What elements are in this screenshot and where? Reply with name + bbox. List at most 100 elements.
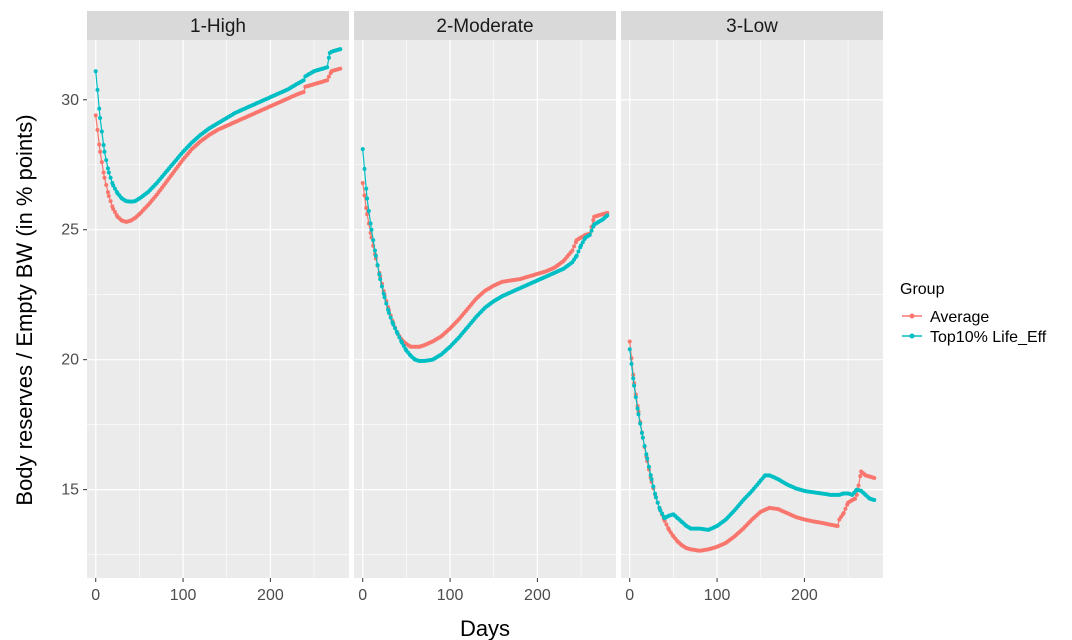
data-point [401,343,406,348]
series-top10-life-eff [627,347,877,532]
y-tick-label: 30 [61,92,79,109]
data-point [642,443,647,448]
data-point [105,166,110,171]
data-point [856,483,861,488]
data-point [627,347,632,352]
data-point [638,421,643,426]
data-point [326,55,331,60]
data-point [104,158,109,163]
data-point [108,199,113,204]
data-point [841,511,846,516]
data-point [636,412,641,417]
data-point [646,464,651,469]
data-point [99,160,104,165]
data-point [644,452,649,457]
series-average [93,66,343,224]
data-point [364,186,369,191]
data-point [386,307,391,312]
facet-strip-label: 2-Moderate [436,16,533,37]
data-point [395,331,400,336]
data-point [589,228,594,233]
data-point [858,474,863,479]
data-point [101,170,106,175]
panel-1-high: 1-High 0 100 200 [87,11,349,604]
legend-entry-average: Average [902,309,989,326]
facet-strip-label: 1-High [190,16,246,37]
data-point [102,175,107,180]
legend-label-average: Average [930,309,989,326]
data-point [325,78,330,83]
data-point [393,326,398,331]
data-point [95,127,100,132]
data-point [372,248,377,253]
data-point [360,147,365,152]
data-point [397,335,402,340]
panel-background [87,40,349,578]
data-point [364,205,369,210]
data-point [629,361,634,366]
data-point [572,244,577,249]
data-point [111,206,116,211]
data-point [106,193,111,198]
data-point [384,301,389,306]
x-tick-label: 100 [704,587,731,604]
data-point [362,166,367,171]
legend: Group Average Top10% Life_Eff [900,281,1047,346]
data-point [655,500,660,505]
data-point [382,295,387,300]
x-tick-label: 100 [170,587,197,604]
data-point [301,89,306,94]
data-point [98,115,103,120]
data-point [391,322,396,327]
y-axis: 15 20 25 30 [61,92,87,499]
data-point [93,69,98,74]
data-point [580,240,585,245]
data-point [853,496,858,501]
data-point [377,272,382,277]
data-point [112,210,117,215]
data-point [591,218,596,223]
data-point [576,249,581,254]
data-point [95,87,100,92]
data-point [400,340,405,345]
data-point [362,193,367,198]
data-point [649,477,654,482]
data-point [378,277,383,282]
data-point [365,212,370,217]
data-point [635,406,640,411]
data-point [105,190,110,195]
y-axis-title: Body reserves / Empty BW (in % points) [12,114,37,505]
data-point [379,284,384,289]
data-point [570,248,575,253]
data-point [111,183,116,188]
data-point [639,430,644,435]
x-axis-title: Days [460,616,510,640]
data-point [631,376,636,381]
y-tick-label: 20 [61,352,79,369]
data-point [108,175,113,180]
legend-label-top10: Top10% Life_Eff [930,329,1047,346]
data-point [381,291,386,296]
data-point [338,66,343,71]
data-point [98,149,103,154]
data-point [664,522,669,527]
data-point [102,149,107,154]
x-tick-label: 0 [358,587,367,604]
data-point [360,180,365,185]
facet-strip [621,11,883,40]
data-point [97,106,102,111]
data-point [579,243,584,248]
data-point [386,310,391,315]
data-point [651,484,656,489]
data-point [338,47,343,52]
data-point [627,339,632,344]
data-point [365,196,370,201]
data-point [369,227,374,232]
data-point [326,74,331,79]
data-point [325,65,330,70]
data-point [587,232,592,237]
data-point [388,315,393,320]
data-point [112,186,117,191]
legend-entry-top10: Top10% Life_Eff [902,329,1047,346]
y-tick-label: 25 [61,222,79,239]
